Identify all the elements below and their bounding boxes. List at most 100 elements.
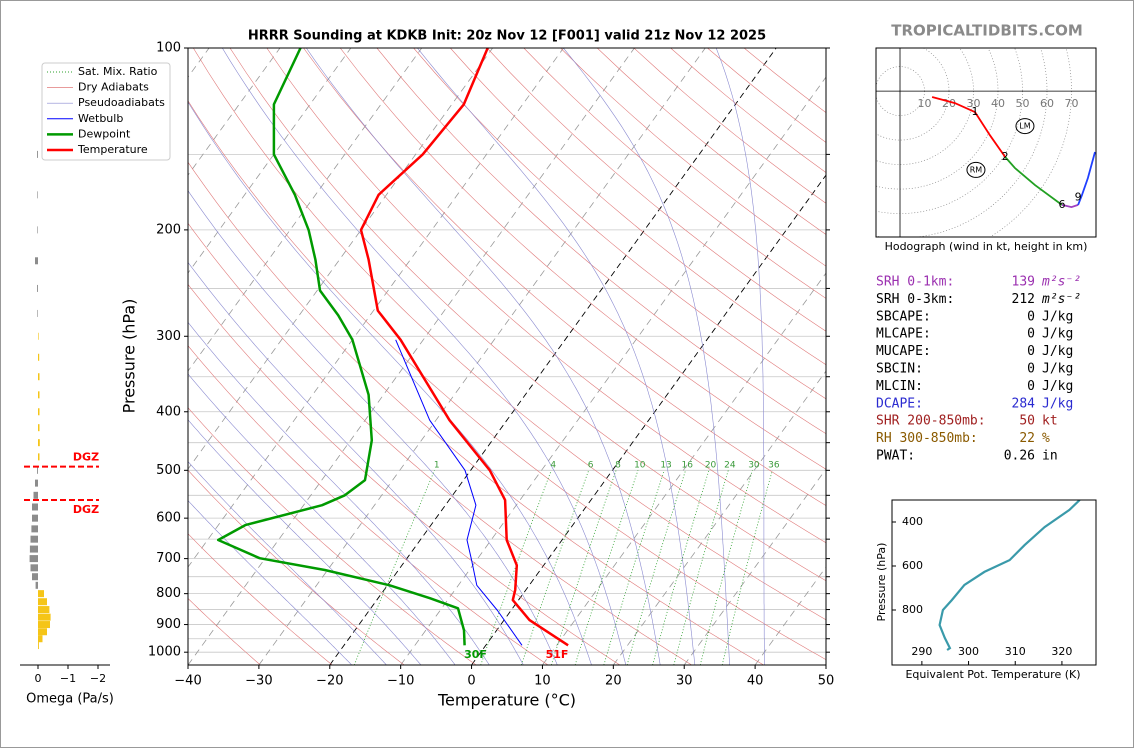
omega-bar xyxy=(37,284,38,292)
omega-bar xyxy=(38,621,50,629)
ring-label: 10 xyxy=(918,97,932,110)
omega-bar xyxy=(38,408,40,416)
height-label: 6 xyxy=(1058,198,1065,211)
mixing-ratio-line xyxy=(603,470,665,665)
mixing-ratio-label: 1 xyxy=(434,461,440,471)
index-unit: in xyxy=(1042,449,1058,464)
dry-adiabat xyxy=(339,48,826,470)
skewt-plot-area xyxy=(188,48,826,665)
index-value: 0 xyxy=(1027,379,1035,394)
y-tick-label: 500 xyxy=(156,463,181,478)
omega-bar xyxy=(37,226,38,234)
omega-bar xyxy=(38,613,51,621)
omega-bar xyxy=(35,257,38,265)
ring-label: 40 xyxy=(991,97,1005,110)
chart-title: HRRR Sounding at KDKB Init: 20z Nov 12 [… xyxy=(248,29,766,44)
x-tick-label: −1 xyxy=(60,672,76,685)
pseudoadiabat xyxy=(188,419,422,665)
hodograph-segment xyxy=(1004,156,1063,206)
legend: Sat. Mix. Ratio Dry Adiabats Pseudoadiabat… xyxy=(41,62,171,161)
y-tick-label: 1000 xyxy=(148,645,181,660)
omega-bar xyxy=(32,503,38,511)
index-label: SBCIN: xyxy=(876,362,923,377)
x-tick-label: −2 xyxy=(90,672,106,685)
theta-frame xyxy=(891,499,1097,666)
y-tick-label: 800 xyxy=(156,586,181,601)
omega-bar xyxy=(38,590,44,598)
legend-label: Sat. Mix. Ratio xyxy=(78,65,158,78)
index-unit: J/kg xyxy=(1042,362,1073,377)
mixing-ratio-label: 36 xyxy=(768,461,780,471)
omega-bar xyxy=(38,332,39,340)
mixing-ratio-line xyxy=(353,470,435,665)
pseudoadiabat xyxy=(563,48,730,665)
mixing-ratio-label: 8 xyxy=(615,461,621,471)
omega-bar xyxy=(32,514,38,522)
isotherm xyxy=(613,370,826,665)
index-unit: J/kg xyxy=(1042,344,1073,359)
y-tick-label: 400 xyxy=(902,515,923,528)
index-value: 0.26 xyxy=(1004,449,1035,464)
index-value: 0 xyxy=(1027,344,1035,359)
pseudoadiabat xyxy=(188,461,387,665)
theta-e-line xyxy=(938,500,1081,651)
ring-label: 70 xyxy=(1065,97,1079,110)
mixing-ratio-line xyxy=(673,470,729,665)
isotherm xyxy=(542,272,826,665)
x-tick-label: 40 xyxy=(747,674,764,689)
storm-motion-label: LM xyxy=(1019,122,1030,131)
profile-line xyxy=(359,48,569,647)
mixing-ratio-label: 6 xyxy=(588,461,594,471)
pseudoadiabat xyxy=(188,190,558,665)
x-tick-label: 290 xyxy=(911,645,932,658)
x-axis-label: Temperature (°C) xyxy=(437,691,576,710)
dry-adiabat xyxy=(188,161,764,665)
index-label: SRH 0-1km: xyxy=(876,275,954,290)
x-tick-label: 30 xyxy=(676,674,693,689)
omega-bar xyxy=(38,353,40,361)
dry-adiabat xyxy=(303,48,826,506)
hodograph-frame xyxy=(875,47,1097,238)
index-label: SHR 200-850mb: xyxy=(876,414,986,429)
hodograph-caption: Hodograph (wind in kt, height in km) xyxy=(885,240,1088,253)
surface-label: 30F xyxy=(464,648,487,661)
omega-bar xyxy=(29,555,38,563)
index-unit: J/kg xyxy=(1042,309,1073,324)
mixing-ratio-label: 30 xyxy=(748,461,760,471)
ring-label: 60 xyxy=(1040,97,1054,110)
omega-bar xyxy=(31,525,38,533)
mixing-ratio-label: 20 xyxy=(705,461,717,471)
dry-adiabat xyxy=(413,48,826,400)
pseudoadiabat xyxy=(188,500,353,665)
pseudoadiabat xyxy=(188,101,592,665)
y-tick-label: 800 xyxy=(902,603,923,616)
index-label: RH 300-850mb: xyxy=(876,431,978,446)
omega-bar xyxy=(38,642,39,650)
y-tick-label: 700 xyxy=(156,551,181,566)
y-axis-label: Pressure (hPa) xyxy=(120,299,139,414)
isotherm xyxy=(258,48,706,665)
x-tick-label: 50 xyxy=(818,674,835,689)
legend-label: Wetbulb xyxy=(78,112,123,125)
pseudoadiabat xyxy=(715,48,765,665)
legend-label: Temperature xyxy=(77,143,148,156)
omega-bar xyxy=(33,491,38,499)
isotherm xyxy=(329,48,777,665)
storm-motion-label: RM xyxy=(970,165,983,174)
omega-bar xyxy=(35,479,38,487)
dgz-label: DGZ xyxy=(73,451,99,464)
dry-adiabat xyxy=(188,283,621,665)
index-value: 0 xyxy=(1027,309,1035,324)
x-tick-label: 0 xyxy=(35,672,42,685)
pseudoadiabat xyxy=(417,48,696,665)
mixing-ratio-line xyxy=(652,470,710,665)
mixing-ratio-label: 10 xyxy=(634,461,646,471)
hodograph-segment xyxy=(1061,204,1079,209)
mixing-ratio-label: 13 xyxy=(660,461,671,471)
watermark: TROPICALTIDBITS.COM xyxy=(891,22,1083,40)
dry-adiabat xyxy=(376,48,826,435)
index-label: DCAPE: xyxy=(876,396,923,411)
omega-bar xyxy=(30,535,38,543)
index-label: MUCAPE: xyxy=(876,344,931,359)
